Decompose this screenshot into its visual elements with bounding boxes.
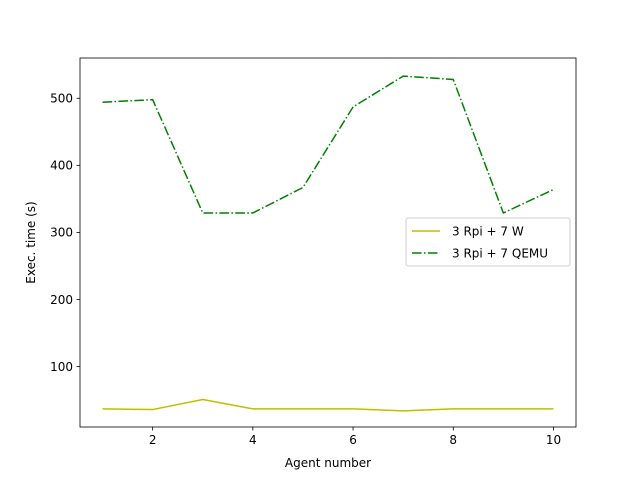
- y-tick-label: 300: [50, 226, 73, 240]
- y-tick-label: 400: [50, 159, 73, 173]
- axes-frame: [79, 57, 577, 428]
- x-axis-ticks: 2 4 6 8 10: [149, 427, 561, 447]
- x-axis-label: Agent number: [285, 456, 371, 470]
- x-tick-label: 4: [249, 433, 257, 447]
- y-axis-ticks: 100 200 300 400 500: [50, 92, 80, 374]
- plot-area: [79, 57, 577, 428]
- series-line-2: [102, 75, 554, 214]
- legend: 3 Rpi + 7 W 3 Rpi + 7 QEMU: [405, 217, 571, 267]
- legend-box: [405, 217, 571, 267]
- y-tick-label: 100: [50, 360, 73, 374]
- x-tick-label: 8: [449, 433, 457, 447]
- x-tick-label: 6: [349, 433, 357, 447]
- series-line-1: [102, 398, 554, 412]
- y-tick-label: 200: [50, 293, 73, 307]
- legend-label-1: 3 Rpi + 7 W: [452, 224, 524, 238]
- y-tick-label: 500: [50, 92, 73, 106]
- y-axis-label: Exec. time (s): [24, 201, 38, 283]
- x-tick-label: 10: [546, 433, 561, 447]
- legend-label-2: 3 Rpi + 7 QEMU: [452, 246, 548, 260]
- x-tick-label: 2: [149, 433, 157, 447]
